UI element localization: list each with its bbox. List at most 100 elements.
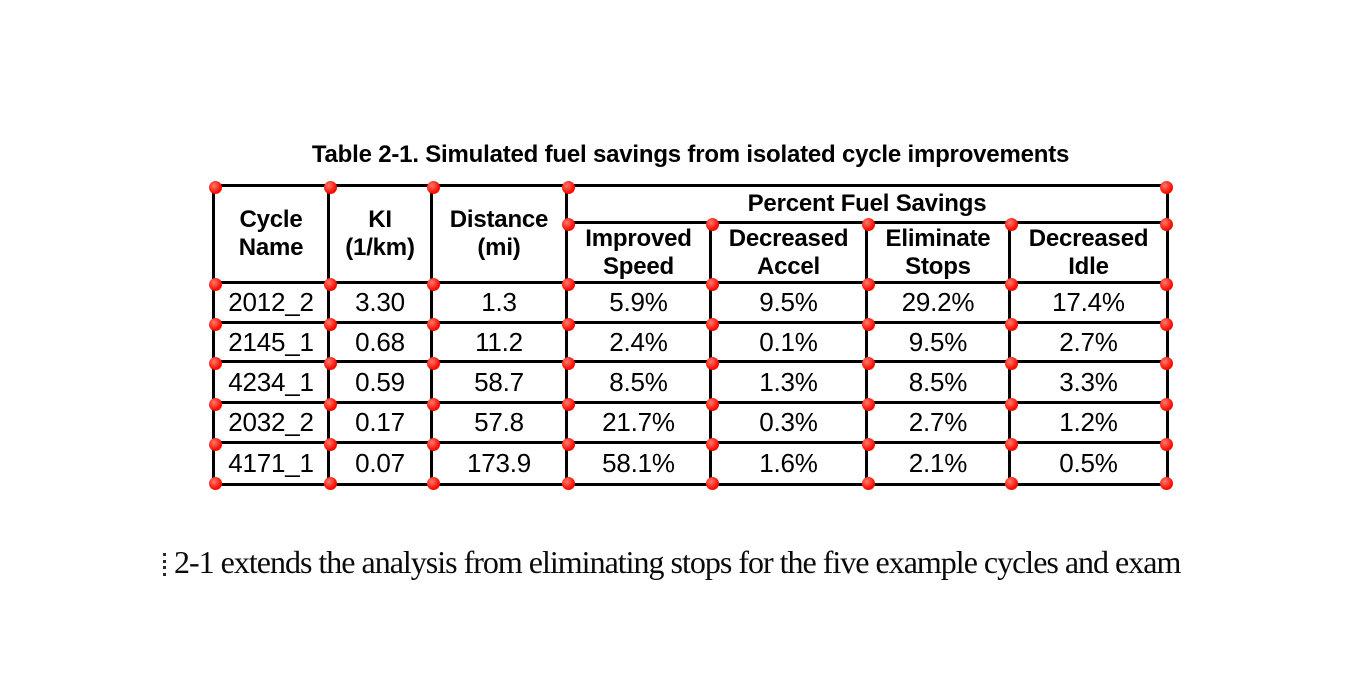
table-cell: 2.7%: [1011, 324, 1166, 363]
col-header-decreased-accel: Decreased Accel: [712, 224, 868, 284]
corner-marker-icon: [323, 317, 337, 331]
col-header-improved-speed: Improved Speed: [568, 224, 712, 284]
table-cell: 0.17: [330, 404, 433, 444]
corner-marker-icon: [1159, 180, 1173, 194]
table-cell: 8.5%: [868, 363, 1011, 404]
corner-marker-icon: [561, 180, 575, 194]
table-cell: 21.7%: [568, 404, 712, 444]
corner-marker-icon: [861, 277, 875, 291]
table-cell: 173.9: [433, 444, 568, 483]
table-cell: 2.7%: [868, 404, 1011, 444]
corner-marker-icon: [1159, 277, 1173, 291]
corner-marker-icon: [208, 476, 222, 490]
corner-marker-icon: [1004, 356, 1018, 370]
table-cell: 1.2%: [1011, 404, 1166, 444]
table-cell: 0.5%: [1059, 448, 1118, 478]
body-paragraph: 2-1 extends the analysis from eliminatin…: [163, 544, 1181, 581]
table-cell: 8.5%: [568, 363, 712, 404]
table-cell: 2.4%: [568, 324, 712, 363]
table-cell: 57.8: [433, 404, 568, 444]
corner-marker-icon: [561, 217, 575, 231]
table-cell: 58.7: [433, 363, 568, 404]
table-cell: 0.3%: [712, 404, 868, 444]
corner-marker-icon: [861, 317, 875, 331]
corner-marker-icon: [1004, 217, 1018, 231]
col-header-decreased-idle: Decreased Idle: [1011, 224, 1166, 284]
table-cell: 0.1%: [712, 324, 868, 363]
corner-marker-icon: [1004, 277, 1018, 291]
corner-marker-icon: [1159, 356, 1173, 370]
corner-marker-icon: [323, 397, 337, 411]
corner-marker-icon: [705, 437, 719, 451]
corner-marker-icon: [1159, 217, 1173, 231]
table-cell: 3.3%: [1011, 363, 1166, 404]
table-cell: 0.07: [330, 444, 433, 483]
corner-marker-icon: [426, 437, 440, 451]
corner-marker-icon: [208, 397, 222, 411]
corner-marker-icon: [861, 437, 875, 451]
corner-marker-icon: [861, 476, 875, 490]
corner-marker-icon: [1159, 317, 1173, 331]
corner-marker-icon: [208, 180, 222, 194]
corner-marker-icon: [861, 356, 875, 370]
table-cell: 0.68: [330, 324, 433, 363]
col-header-ki: KI (1/km): [330, 187, 433, 284]
body-paragraph-text: 2-1 extends the analysis from eliminatin…: [174, 544, 1181, 580]
corner-marker-icon: [426, 397, 440, 411]
corner-marker-icon: [323, 180, 337, 194]
corner-marker-icon: [208, 356, 222, 370]
fuel-savings-table: Cycle Name KI (1/km) Distance (mi) Perce…: [212, 184, 1169, 486]
corner-marker-icon: [1004, 317, 1018, 331]
table-cell: 29.2%: [868, 284, 1011, 324]
corner-marker-icon: [323, 476, 337, 490]
corner-marker-icon: [561, 476, 575, 490]
corner-marker-icon: [561, 437, 575, 451]
corner-marker-icon: [561, 317, 575, 331]
table-cell: 4234_1: [215, 363, 330, 404]
table-cell: 0.59: [330, 363, 433, 404]
col-header-distance: Distance (mi): [433, 187, 568, 284]
corner-marker-icon: [323, 356, 337, 370]
corner-marker-icon: [1004, 397, 1018, 411]
table-cell: 9.5%: [868, 324, 1011, 363]
corner-marker-icon: [1004, 437, 1018, 451]
corner-marker-icon: [1159, 397, 1173, 411]
corner-marker-icon: [426, 277, 440, 291]
corner-marker-icon: [861, 217, 875, 231]
corner-marker-icon: [705, 277, 719, 291]
corner-marker-icon: [426, 180, 440, 194]
corner-marker-icon: [1159, 437, 1173, 451]
corner-marker-icon: [861, 397, 875, 411]
table-cell: 1.6%: [712, 444, 868, 483]
col-header-cycle-name: Cycle Name: [215, 187, 330, 284]
corner-marker-icon: [208, 437, 222, 451]
corner-marker-icon: [323, 277, 337, 291]
corner-marker-icon: [561, 397, 575, 411]
col-header-eliminate-stops: Eliminate Stops: [868, 224, 1011, 284]
table-cell: 3.30: [330, 284, 433, 324]
corner-marker-icon: [1004, 476, 1018, 490]
corner-marker-icon: [705, 356, 719, 370]
table-cell: 2032_2: [215, 404, 330, 444]
corner-marker-icon: [323, 437, 337, 451]
table-cell: 2012_2: [215, 284, 330, 324]
table-cell: 1.3: [433, 284, 568, 324]
corner-marker-icon: [561, 356, 575, 370]
table-cell: 17.4%: [1011, 284, 1166, 324]
clipped-glyph-fragment: [163, 553, 166, 576]
corner-marker-icon: [426, 317, 440, 331]
table-cell: 1.3%: [712, 363, 868, 404]
table-cell: 2.1%: [868, 444, 1011, 483]
corner-marker-icon: [426, 476, 440, 490]
corner-marker-icon: [705, 317, 719, 331]
corner-marker-icon: [561, 277, 575, 291]
table-cell: 4171_1: [215, 444, 330, 483]
corner-marker-icon: [705, 397, 719, 411]
corner-marker-icon: [426, 356, 440, 370]
corner-marker-icon: [705, 476, 719, 490]
corner-marker-icon: [208, 277, 222, 291]
table-cell: 11.2: [433, 324, 568, 363]
corner-marker-icon: [1159, 476, 1173, 490]
table-caption: Table 2-1. Simulated fuel savings from i…: [311, 141, 1070, 168]
